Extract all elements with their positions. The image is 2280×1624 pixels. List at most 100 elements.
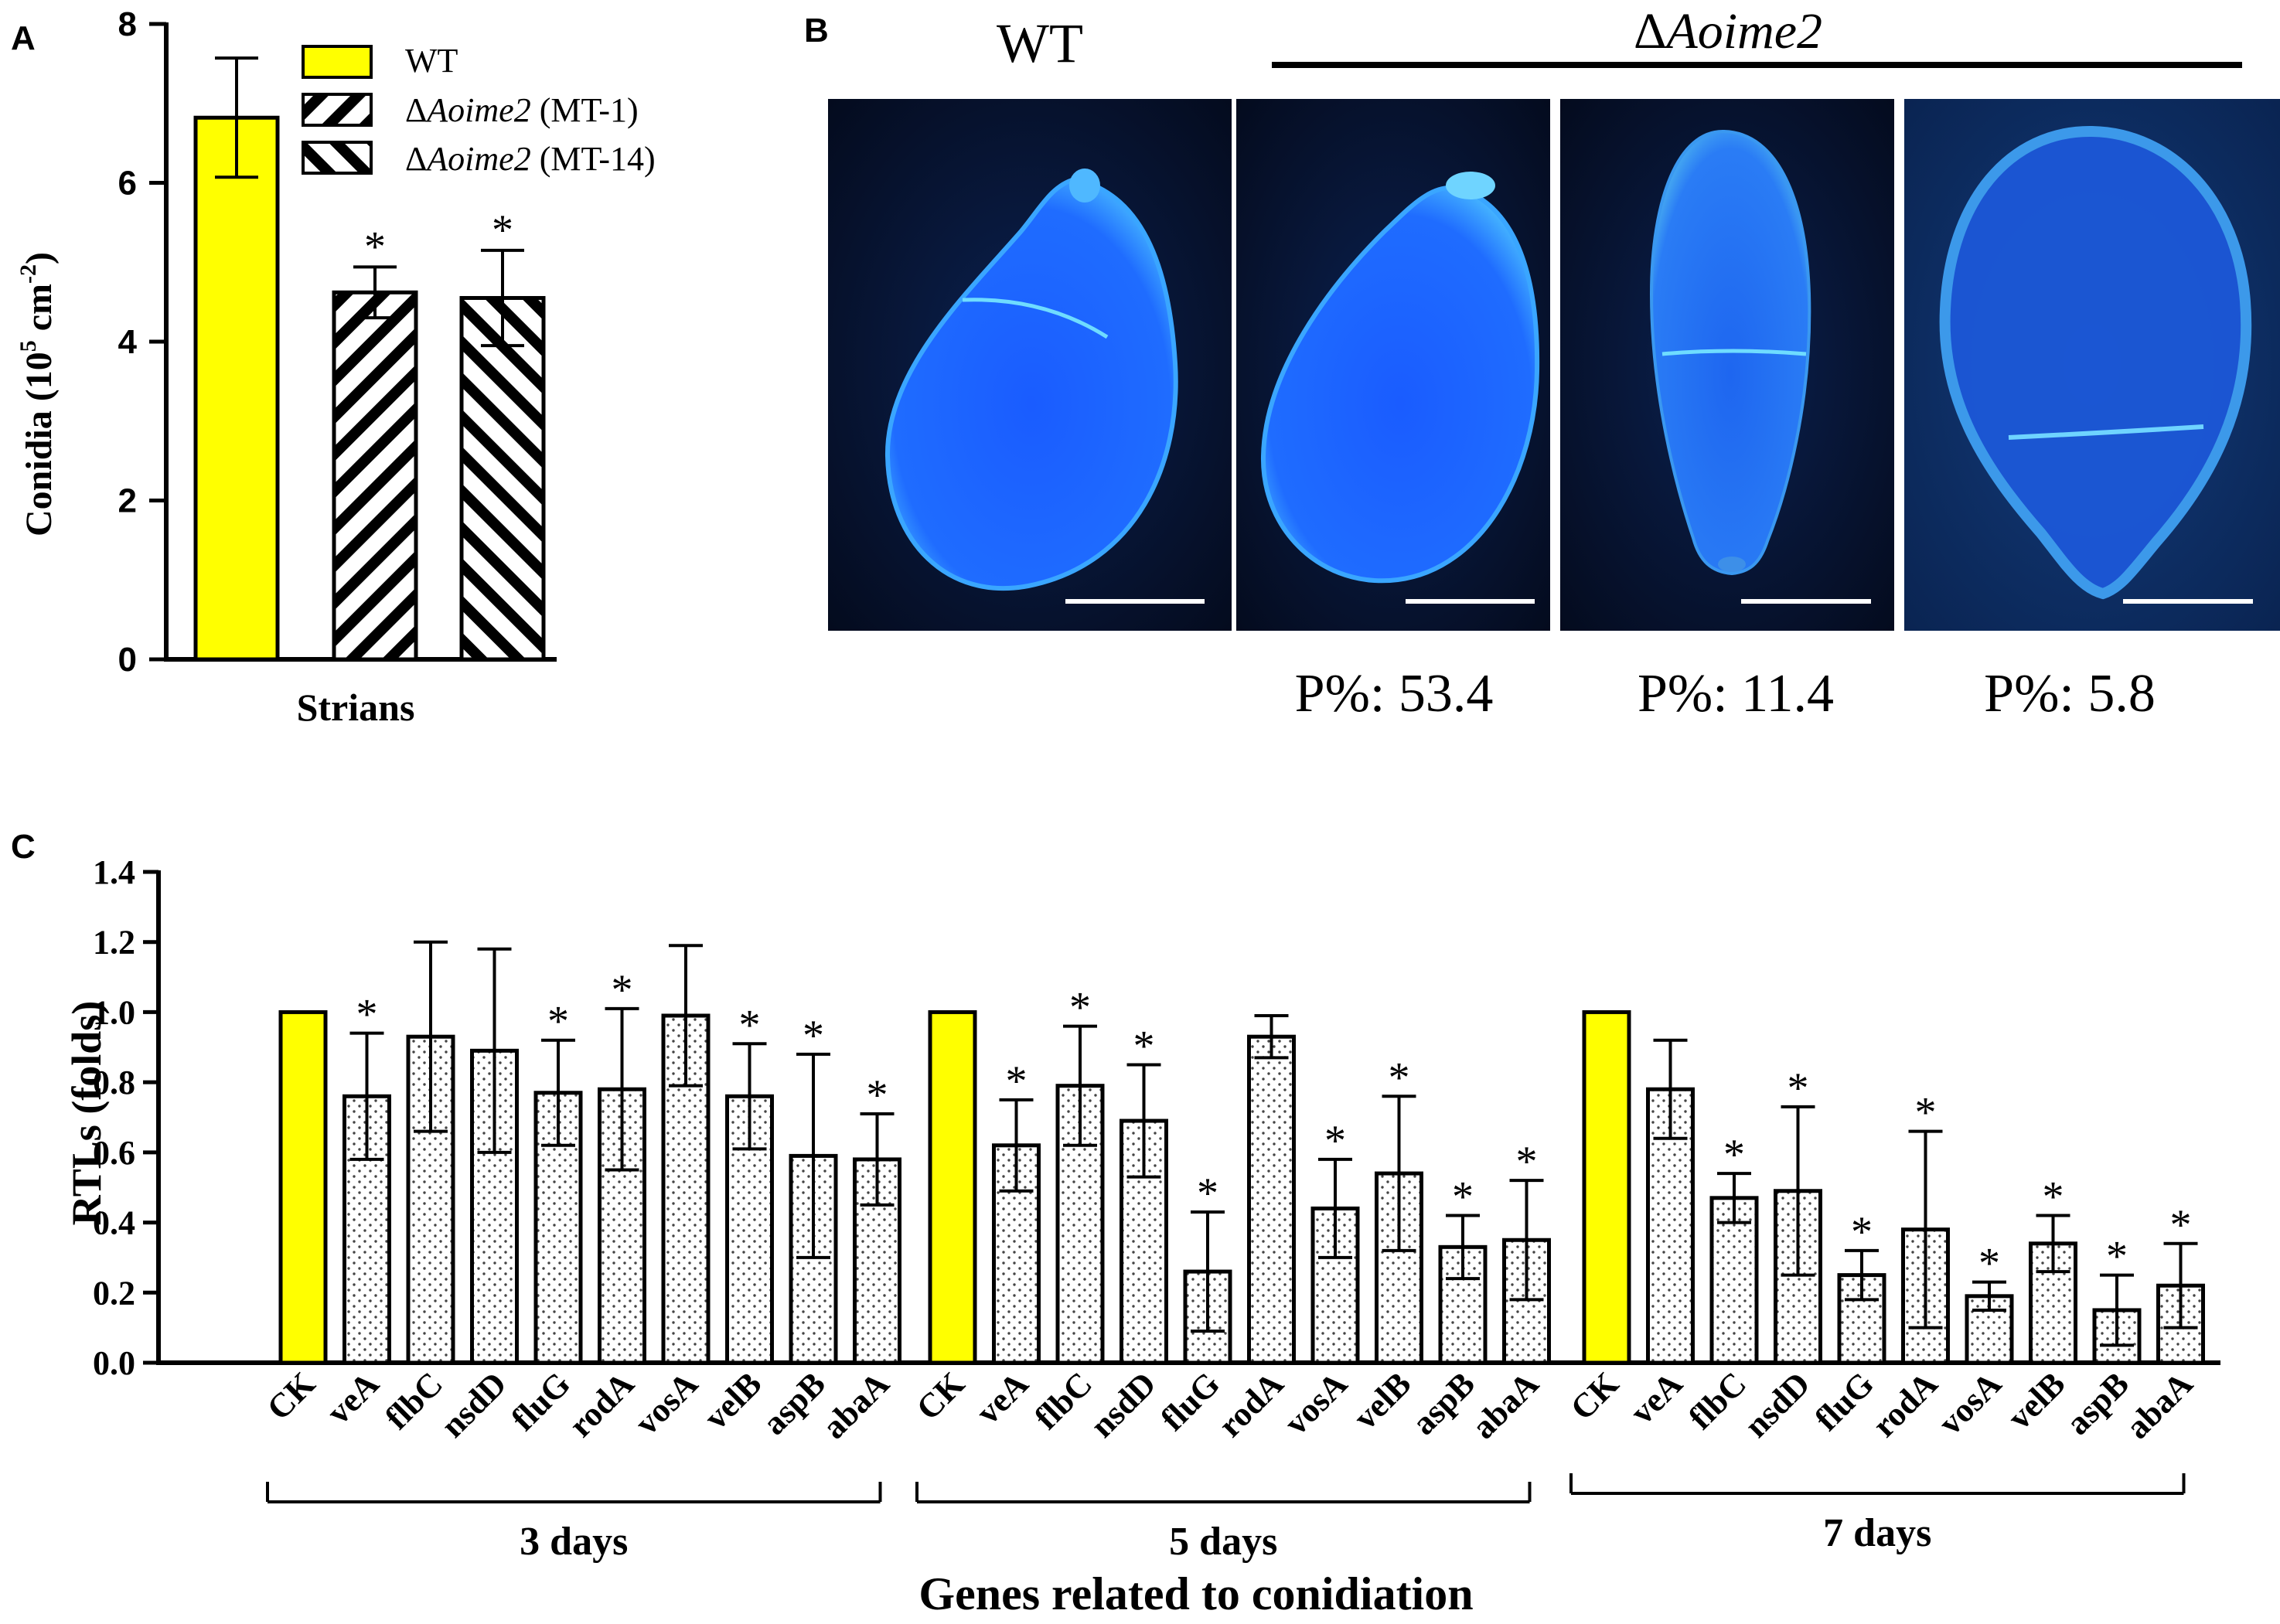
panel-c-significance-star: *: [612, 966, 633, 1014]
panel-c-bar: [1247, 1034, 1296, 1365]
panel-c-gene-label: vosA: [1277, 1364, 1355, 1442]
panel-c-gene-label: fluG: [1154, 1364, 1227, 1438]
panel-c-gene-label: aspB: [2059, 1364, 2136, 1442]
panel-a-y-tick-label: 4: [118, 323, 138, 361]
panel-c-gene-label: CK: [1563, 1364, 1626, 1427]
panel-a-y-tick-label: 8: [118, 5, 137, 43]
spore-mutant-1: [1260, 185, 1540, 584]
panel-c-gene-label: veA: [319, 1364, 387, 1432]
panel-c-gene-label: fluG: [504, 1364, 578, 1438]
panel-c-significance-star: *: [803, 1012, 824, 1060]
panel-c-gene-label: veA: [969, 1364, 1036, 1432]
panel-a-bar: [459, 295, 546, 662]
percent-label-2: P%: 11.4: [1638, 664, 1834, 723]
panel-letter-c: C: [11, 828, 36, 866]
panel-c-bar: [725, 1094, 774, 1365]
panel-a-legend: WT ΔAoime2 (MT-1) ΔAoime2 (MT-14): [302, 42, 656, 178]
panel-c-gene-label: velB: [2000, 1364, 2072, 1436]
panel-c-gene-label: CK: [260, 1364, 322, 1427]
panel-c-gene-label: aspB: [755, 1364, 833, 1442]
spore-tip-mutant-1: [1446, 172, 1495, 199]
panel-c-gene-label: nsdD: [1737, 1364, 1818, 1445]
panel-a-bar: [193, 115, 280, 662]
panel-c-significance-star: *: [1197, 1169, 1218, 1217]
panel-c-gene-label: abaA: [815, 1364, 897, 1446]
panel-c-significance-star: *: [356, 991, 378, 1039]
panel-a-significance-star: *: [364, 223, 386, 271]
panel-c-significance-star: *: [1452, 1173, 1474, 1221]
panel-letter-b: B: [804, 12, 829, 49]
panel-c-gene-label: aspB: [1405, 1364, 1482, 1442]
panel-c-gene-label: flbC: [1682, 1364, 1753, 1436]
spore-base-mutant-2: [1718, 557, 1746, 572]
panel-c-gene-label: veA: [1623, 1364, 1690, 1432]
panel-c-gene-label: velB: [697, 1364, 769, 1436]
spore-mutant-3: [1939, 125, 2252, 600]
panel-c-y-tick-label: 0.4: [93, 1204, 135, 1242]
panel-a-y-tick-label: 0: [118, 641, 137, 679]
panel-a-y-axis-label: Conidia (105 cm-2): [15, 252, 60, 536]
panel-c-gene-label: CK: [909, 1364, 972, 1427]
panel-c-significance-star: *: [1069, 984, 1091, 1032]
panel-c-bar: [1709, 1196, 1759, 1365]
panel-c-bar-control: [1582, 1009, 1631, 1365]
legend-swatch-mt14: [302, 141, 373, 175]
legend-swatch-wt: [302, 45, 373, 79]
panel-c-bar: [1055, 1084, 1105, 1365]
panel-c-significance-star: *: [1723, 1131, 1745, 1179]
micrograph-mutant-1: [1236, 99, 1550, 631]
panel-a-bars: * *: [193, 56, 546, 662]
legend-label-wt: WT: [405, 42, 458, 80]
spore-wt: [884, 176, 1178, 591]
panel-c-gene-label: abaA: [1464, 1364, 1546, 1446]
panel-c-group-label: 7 days: [1823, 1511, 1931, 1555]
panel-c-significance-star: *: [739, 1001, 761, 1049]
panel-c-x-axis-label: Genes related to conidiation: [918, 1568, 1473, 1619]
panel-c-gene-label: rodA: [1865, 1364, 1944, 1444]
panel-c-y-tick-label: 1.4: [93, 853, 135, 891]
spore-tip-wt: [1069, 169, 1100, 203]
legend-label-mt14: ΔAoime2 (MT-14): [405, 140, 656, 178]
septum-wt: [962, 298, 1109, 339]
panel-b-wt-label: WT: [997, 12, 1083, 74]
panel-c-group-label: 5 days: [1169, 1520, 1277, 1564]
panel-c-bar-control: [928, 1009, 977, 1365]
panel-c-bar-control: [278, 1009, 328, 1365]
panel-c-gene-label: fluG: [1808, 1364, 1881, 1438]
panel-a-significance-star: *: [492, 206, 513, 254]
panel-c-significance-star: *: [1324, 1117, 1346, 1165]
panel-c-y-axis-label: RTLs (folds): [63, 1001, 110, 1226]
panel-a-y-tick-label: 2: [118, 482, 137, 520]
panel-c-significance-star: *: [1516, 1138, 1538, 1186]
panel-letter-a: A: [11, 19, 36, 57]
panel-c: C RTLs (folds) 0.00.20.40.60.81.01.21.4 …: [11, 828, 2220, 1619]
panel-c-group-brackets: 3 days 5 days 7 days: [266, 1473, 2186, 1564]
panel-a-bar: [332, 290, 418, 662]
panel-c-significance-star: *: [2106, 1233, 2128, 1281]
panel-c-significance-star: *: [1006, 1057, 1028, 1105]
panel-c-gene-label: flbC: [378, 1364, 450, 1436]
panel-c-significance-star: *: [1978, 1240, 2000, 1288]
panel-c-gene-label: abaA: [2118, 1364, 2200, 1446]
septum-mutant-3: [2008, 424, 2204, 440]
micrograph-mutant-3: [1904, 99, 2280, 631]
panel-c-y-tick-label: 0.8: [93, 1064, 135, 1101]
panel-c-significance-star: *: [1915, 1089, 1937, 1137]
septum-mutant-2: [1661, 349, 1807, 356]
legend-swatch-mt1: [302, 93, 373, 127]
panel-a-x-axis-label: Strians: [297, 686, 415, 729]
panel-c-gene-label: nsdD: [1083, 1364, 1164, 1445]
legend-label-mt1: ΔAoime2 (MT-1): [405, 91, 639, 129]
panel-c-bar: [2029, 1241, 2077, 1365]
panel-b-mutant-label: ΔAoime2: [1634, 3, 1822, 60]
panel-c-significance-star: *: [2170, 1201, 2192, 1249]
panel-c-significance-star: *: [547, 998, 569, 1046]
panel-c-bars: * * * * * * * * * * * * * * * * * * * * * *: [278, 940, 2205, 1365]
panel-c-gene-label: velB: [1346, 1364, 1418, 1436]
panel-c-significance-star: *: [1851, 1208, 1873, 1256]
panel-c-gene-label: rodA: [1211, 1364, 1290, 1444]
panel-c-y-tick-label: 0.6: [93, 1134, 135, 1172]
